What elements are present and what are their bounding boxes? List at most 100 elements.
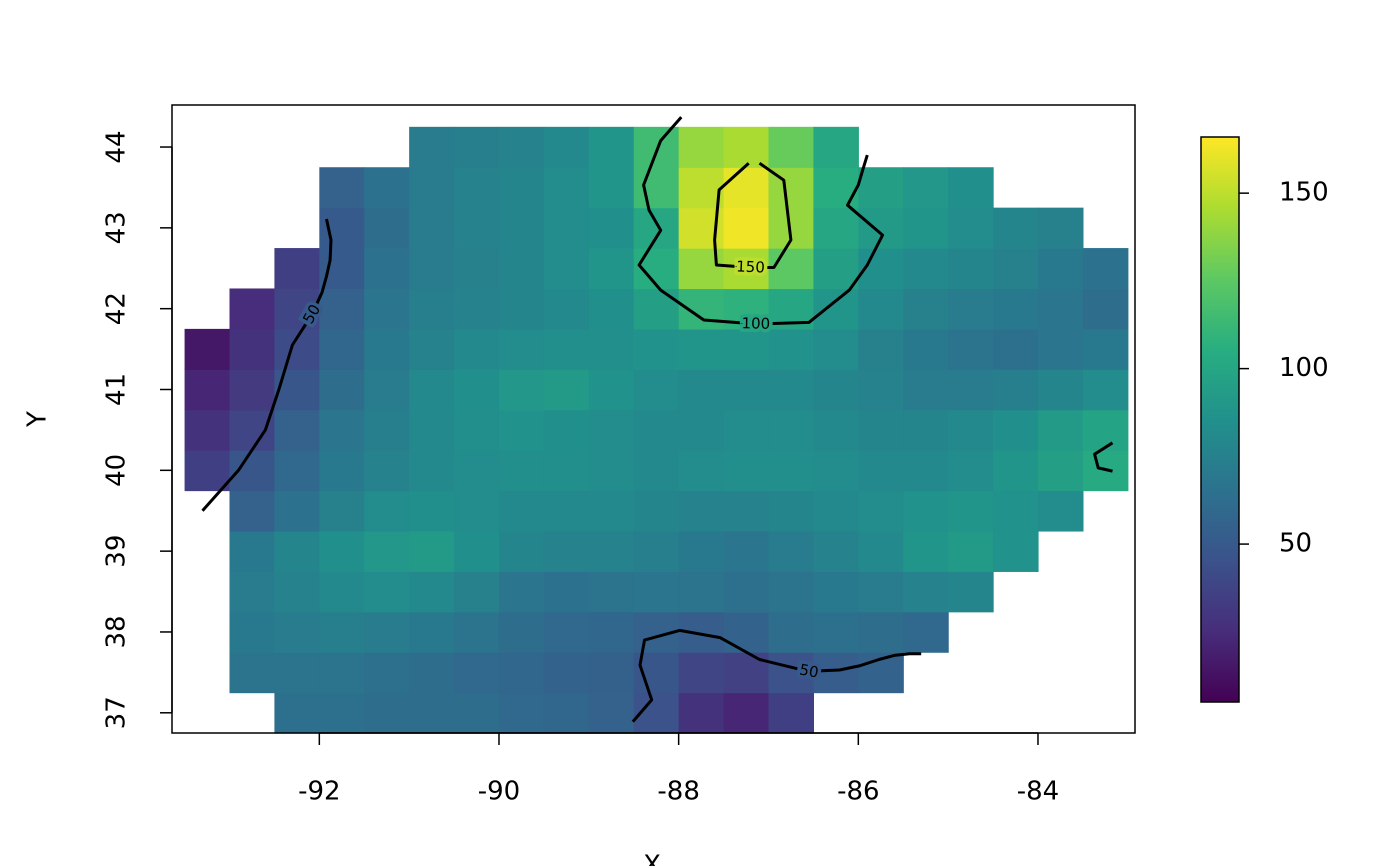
- cell: [454, 611, 500, 653]
- cell: [1037, 409, 1084, 451]
- cell: [993, 328, 1039, 370]
- cell: [993, 248, 1039, 290]
- cell: [813, 611, 859, 653]
- cell: [948, 450, 994, 492]
- cell: [588, 167, 635, 209]
- cell: [588, 571, 635, 613]
- contour-line: [201, 218, 333, 512]
- y-tick-label: 44: [102, 130, 132, 163]
- cell: [948, 288, 994, 330]
- cell: [498, 611, 545, 653]
- cell: [409, 611, 455, 653]
- cell: [588, 207, 635, 249]
- cell: [498, 369, 545, 411]
- x-tick-label: -86: [837, 777, 879, 807]
- cell: [768, 530, 815, 572]
- cell: [993, 207, 1039, 249]
- contour-line: [631, 628, 922, 723]
- cell: [1082, 369, 1129, 411]
- cell: [768, 652, 815, 694]
- cell: [274, 288, 320, 330]
- cell: [903, 288, 949, 330]
- cell: [633, 530, 680, 572]
- cell: [409, 490, 455, 532]
- y-tick-label: 41: [102, 373, 132, 406]
- cell: [813, 530, 859, 572]
- contour-label: 100: [741, 314, 770, 333]
- x-tick-label: -84: [1017, 777, 1059, 807]
- cell: [723, 490, 770, 532]
- cell: [274, 530, 320, 572]
- y-tick-label: 38: [102, 615, 132, 648]
- cell: [858, 328, 904, 370]
- cell: [723, 126, 770, 168]
- cell: [364, 409, 410, 451]
- cell: [229, 369, 276, 411]
- cell: [454, 571, 500, 613]
- cell: [364, 571, 410, 613]
- cell: [364, 369, 410, 411]
- cell: [454, 652, 500, 694]
- cell: [409, 328, 455, 370]
- cell: [813, 652, 859, 694]
- cell: [409, 288, 455, 330]
- cell: [678, 126, 725, 168]
- cell: [409, 369, 455, 411]
- cell: [454, 126, 500, 168]
- cell: [409, 126, 455, 168]
- heatmap: [184, 126, 1129, 734]
- cell: [678, 692, 725, 734]
- cell: [858, 288, 904, 330]
- cell: [813, 328, 859, 370]
- cell: [543, 369, 590, 411]
- cell: [1037, 248, 1084, 290]
- cell: [409, 530, 455, 572]
- cell: [498, 409, 545, 451]
- cell: [319, 288, 365, 330]
- cell: [858, 167, 904, 209]
- cell: [229, 611, 276, 653]
- cell: [274, 611, 320, 653]
- cell: [409, 450, 455, 492]
- cell: [498, 571, 545, 613]
- cell: [1082, 248, 1129, 290]
- cell: [993, 530, 1039, 572]
- cell: [364, 207, 410, 249]
- cell: [498, 328, 545, 370]
- cell: [454, 288, 500, 330]
- cell: [633, 288, 680, 330]
- cell: [454, 248, 500, 290]
- cell: [813, 288, 859, 330]
- cell: [184, 409, 231, 451]
- cell: [588, 611, 635, 653]
- cell: [409, 248, 455, 290]
- cell: [229, 490, 276, 532]
- cell: [319, 530, 365, 572]
- cell: [768, 369, 815, 411]
- cell: [364, 288, 410, 330]
- cell: [274, 248, 320, 290]
- cell: [1037, 207, 1084, 249]
- cell: [633, 571, 680, 613]
- cell: [543, 490, 590, 532]
- cell: [813, 490, 859, 532]
- cell: [993, 490, 1039, 532]
- cell: [409, 652, 455, 694]
- cell: [903, 409, 949, 451]
- cell: [498, 692, 545, 734]
- cell: [498, 652, 545, 694]
- cell: [364, 692, 410, 734]
- cell: [1037, 450, 1084, 492]
- cell: [948, 490, 994, 532]
- cell: [813, 409, 859, 451]
- cell: [454, 207, 500, 249]
- cell: [319, 207, 365, 249]
- contour-label: 50: [798, 661, 820, 682]
- cell: [768, 126, 815, 168]
- cell: [319, 450, 365, 492]
- cell: [229, 328, 276, 370]
- cell: [903, 611, 949, 653]
- cell: [948, 409, 994, 451]
- cell: [409, 692, 455, 734]
